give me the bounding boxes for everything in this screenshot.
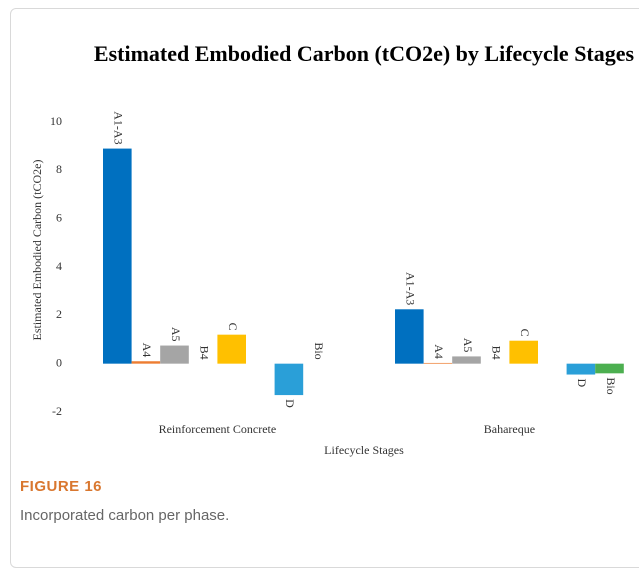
bar-label: A1-A3 — [404, 272, 418, 305]
page: {"chart_data": {"type": "bar", "title": … — [10, 8, 639, 568]
bar — [595, 363, 624, 374]
figure-label: FIGURE 16 — [20, 478, 103, 495]
chart: Lifecycle Stages Estimated Embodied Carb… — [30, 111, 624, 457]
chart-title: Estimated Embodied Carbon (tCO2e) by Lif… — [93, 41, 635, 66]
figure-caption: Incorporated carbon per phase. — [20, 507, 230, 524]
y-tick-label: 2 — [56, 307, 62, 321]
bar-label: A1-A3 — [112, 111, 126, 144]
x-axis-label: Lifecycle Stages — [324, 443, 404, 457]
bar — [452, 356, 481, 364]
bar-label: Bio — [312, 342, 326, 359]
bar-label: C — [518, 329, 532, 337]
y-tick-label: 0 — [56, 355, 62, 369]
bar — [395, 309, 424, 364]
bar — [160, 345, 189, 364]
bar-label: D — [575, 379, 589, 388]
y-tick-label: 10 — [50, 114, 62, 128]
bar — [103, 148, 132, 364]
y-tick-label: 6 — [56, 210, 62, 224]
bar — [217, 334, 246, 364]
bar-label: B4 — [489, 346, 503, 360]
bar — [423, 362, 453, 364]
y-axis-label: Estimated Embodied Carbon (tCO2e) — [30, 160, 44, 341]
bar-label: A5 — [169, 327, 183, 342]
y-tick-label: 4 — [56, 259, 62, 273]
bar-label: D — [283, 399, 297, 408]
bar — [131, 361, 161, 364]
x-tick-label: Bahareque — [484, 422, 535, 436]
bar — [509, 340, 538, 364]
bar-label: A5 — [461, 338, 475, 353]
bar-label: A4 — [140, 343, 154, 358]
bar-label: B4 — [197, 346, 211, 360]
bar — [274, 363, 304, 396]
bar-label: A4 — [432, 344, 446, 359]
x-tick-label: Reinforcement Concrete — [159, 422, 277, 436]
bar-label: Bio — [604, 377, 618, 394]
bar — [566, 363, 596, 375]
y-tick-label: 8 — [56, 162, 62, 176]
bar-label: C — [226, 323, 240, 331]
y-tick-label: -2 — [52, 404, 62, 418]
